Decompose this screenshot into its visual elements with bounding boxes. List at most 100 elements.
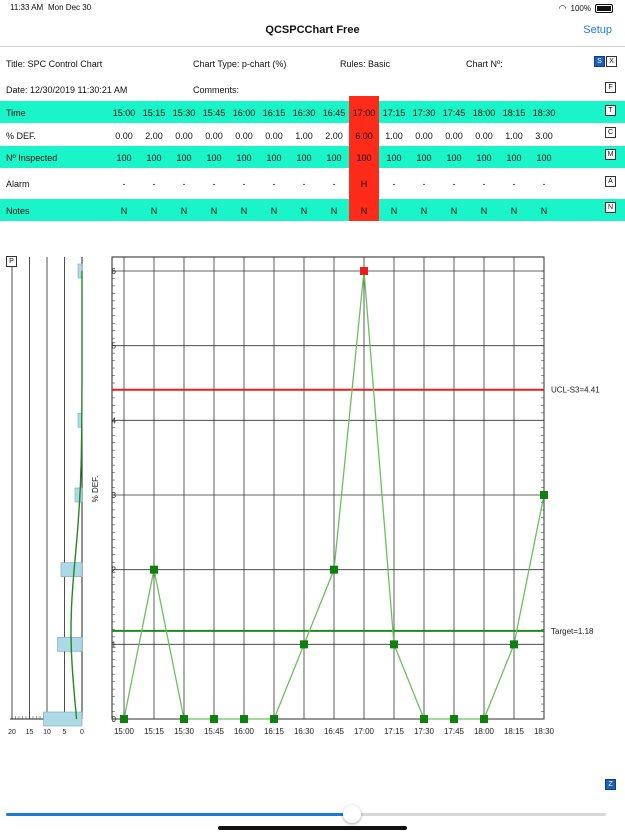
notes-cell: N [300,206,308,216]
histogram-x-tick-label: 10 [43,729,51,736]
data-point [180,715,188,723]
home-indicator [218,826,407,830]
def-cell: 1.00 [385,131,403,141]
time-cell: 17:00 [352,108,376,118]
setup-button[interactable]: Setup [583,24,612,36]
x-tick-label: 18:00 [474,727,495,736]
alarm-row-label: Alarm [6,179,30,189]
alarm-cell: - [422,179,426,189]
alarm-column-highlight [349,96,379,221]
chart-title: Title: SPC Control Chart [6,59,103,69]
notes-cell: N [510,206,518,216]
histogram-bar [57,637,83,652]
y-tick-label: 2 [112,566,117,575]
histogram-x-tick-label: 5 [63,729,67,736]
data-point [330,565,338,574]
x-tick-label: 17:00 [354,727,375,736]
n-button[interactable]: N [605,202,616,213]
app-title: QCSPCChart Free [265,24,360,36]
alarm-cell: - [482,179,486,189]
x-tick-label: 16:15 [264,727,285,736]
def-cell: 0.00 [235,131,253,141]
inspected-cell: 100 [536,153,552,163]
x-tick-label: 18:30 [534,727,555,736]
ucl-label: UCL-S3=4.41 [551,386,600,395]
status-time: 11:33 AM [10,3,44,12]
notes-cell: N [210,206,218,216]
a-button[interactable]: A [605,176,616,187]
chart-comments: Comments: [193,85,240,95]
s-button[interactable]: S [594,56,605,67]
def-row: % DEF. [0,124,625,146]
target-label: Target=1.18 [551,627,594,636]
x-tick-label: 15:45 [204,727,225,736]
def-cell: 0.00 [205,131,223,141]
inspected-cell: 100 [236,153,252,163]
notes-cell: N [240,206,248,216]
notes-cell: N [540,206,548,216]
notes-cell: N [330,206,338,216]
y-tick-label: 0 [112,715,117,724]
alarm-cell: - [392,179,396,189]
time-cell: 16:15 [262,108,286,118]
scroll-slider-thumb[interactable] [343,805,361,823]
y-axis-label: % DEF. [91,476,100,503]
z-button[interactable]: Z [605,779,616,790]
alarm-cell: - [542,179,546,189]
c-button[interactable]: C [605,127,616,138]
data-point [120,715,128,723]
alarm-cell: H [360,179,368,189]
x-button[interactable]: X [606,56,617,67]
inspected-cell: 100 [416,153,432,163]
data-point [150,565,158,574]
alarm-data-point [360,267,368,275]
time-cell: 18:30 [532,108,556,118]
m-button[interactable]: M [605,149,616,160]
y-tick-label: 4 [112,416,117,425]
battery-icon [595,4,613,13]
time-row: Time [0,101,625,123]
y-tick-label: 5 [112,342,117,351]
def-cell: 2.00 [325,131,343,141]
alarm-cell: - [302,179,306,189]
chart-date: Date: 12/30/2019 11:30:21 AM [6,85,128,95]
time-cell: 17:45 [442,108,466,118]
data-point [510,640,518,649]
def-cell: 1.00 [295,131,313,141]
data-point [270,715,278,723]
def-cell: 0.00 [175,131,193,141]
chart-type: Chart Type: p-chart (%) [193,59,287,69]
x-tick-label: 15:30 [174,727,195,736]
time-cell: 15:00 [112,108,136,118]
inspected-cell: 100 [146,153,162,163]
notes-cell: N [180,206,188,216]
notes-cell: N [390,206,398,216]
inspected-cell: 100 [266,153,282,163]
p-button[interactable]: P [6,256,17,267]
t-button[interactable]: T [605,105,616,116]
time-cell: 16:00 [232,108,256,118]
status-right: ◠ 100% [559,3,613,14]
chart-rules: Rules: Basic [340,59,391,69]
inspected-cell: 100 [446,153,462,163]
time-cell: 15:30 [172,108,196,118]
histogram-bar [43,711,83,727]
time-cell: 16:45 [322,108,346,118]
status-date: Mon Dec 30 [48,3,92,12]
alarm-cell: - [512,179,516,189]
x-tick-label: 15:00 [114,727,135,736]
time-cell: 18:00 [472,108,496,118]
f-button[interactable]: F [605,82,616,93]
x-tick-label: 16:30 [294,727,315,736]
notes-cell: N [450,206,458,216]
notes-cell: N [480,206,488,216]
battery-percent: 100% [570,4,591,13]
time-cell: 15:15 [142,108,166,118]
time-cell: 15:45 [202,108,226,118]
alarm-cell: - [212,179,216,189]
alarm-row: Alarm [0,172,625,194]
y-tick-label: 1 [112,640,117,649]
time-cell: 16:30 [292,108,316,118]
inspected-cell: 100 [356,153,372,163]
data-point [300,640,308,649]
